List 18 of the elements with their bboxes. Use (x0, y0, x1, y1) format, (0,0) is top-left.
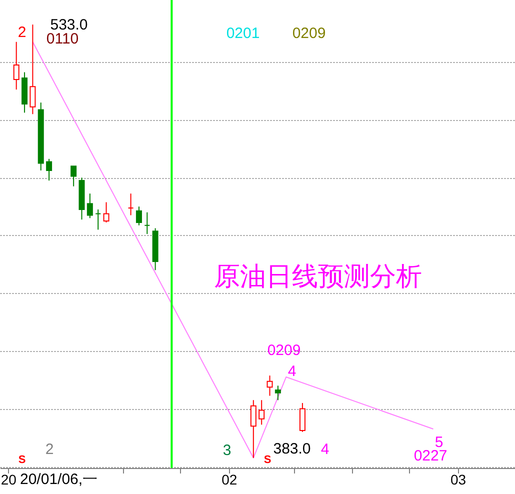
text: 20/01/06,一 (20, 471, 98, 488)
x-tick-label: 20 (0, 472, 17, 488)
annotation: S (18, 454, 26, 466)
x-tick-label: 03 (450, 472, 466, 488)
text: 原油日线预测分析 (214, 262, 422, 292)
annotation: 4 (288, 363, 296, 380)
annotation: 4 (320, 441, 330, 458)
annotation: 383.0 (273, 440, 311, 458)
annotation: 0209 (292, 25, 326, 42)
annotation: 2 (45, 441, 54, 458)
annotation: 0110 (46, 30, 79, 48)
x-tick-label: 02 (222, 472, 238, 488)
annotation: 533.0 (50, 16, 88, 34)
annotation: S (264, 454, 272, 466)
annotation: 3 (222, 442, 232, 459)
annotation: 0209 (267, 342, 301, 359)
annotation: 0201 (226, 25, 260, 42)
annotation: 2 (18, 24, 26, 41)
